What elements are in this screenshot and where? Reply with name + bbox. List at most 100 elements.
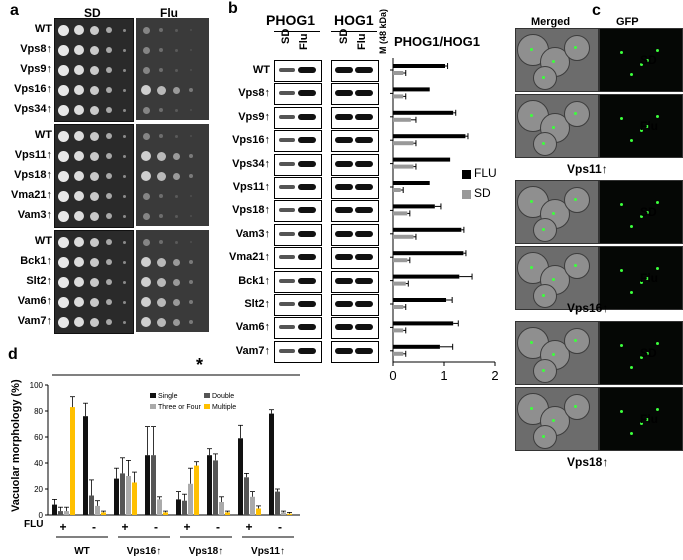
strain-label: Vam6↑ <box>17 295 52 307</box>
colony-spot <box>57 84 69 96</box>
panel-c-header-merged: Merged <box>531 16 571 28</box>
band <box>355 207 373 214</box>
band <box>335 90 353 97</box>
colony-spot <box>106 87 112 93</box>
strain-label: Vps34↑ <box>14 103 52 115</box>
merged-image <box>515 28 599 92</box>
blot-row-label: WT <box>252 64 270 76</box>
cell <box>533 66 557 90</box>
blot-header-phog1: PHOG1 <box>266 12 316 28</box>
strain-label: Vps11↑ <box>14 149 52 161</box>
blot-row-label: Vps9↑ <box>238 110 270 123</box>
legend-swatch <box>204 404 210 409</box>
colony-spot <box>89 297 99 307</box>
gfp-dot <box>620 410 623 413</box>
band <box>298 277 316 284</box>
blot-row-label: Vam7↑ <box>235 344 270 357</box>
colony-spot <box>106 133 112 139</box>
condition-label: SD <box>640 205 657 219</box>
blot-row-label: Vps34↑ <box>232 157 270 170</box>
band <box>298 301 316 307</box>
legend-label-sd: SD <box>474 186 491 200</box>
y-tick-label: 40 <box>34 459 43 468</box>
gfp-dot <box>630 225 633 228</box>
sd-bar <box>393 117 411 122</box>
flu-mark: + <box>59 520 66 534</box>
morph-bar <box>145 455 150 515</box>
colony-spot <box>141 257 151 267</box>
blot-row-label: Vps11↑ <box>232 181 270 193</box>
colony-spot <box>122 260 126 264</box>
colony-spot <box>106 47 112 53</box>
strain-caption: Vps18↑ <box>567 455 609 469</box>
colony-spot <box>122 108 126 112</box>
strain-caption: Vps11↑ <box>567 162 608 176</box>
blot-row-label: Bck1↑ <box>238 274 270 287</box>
strain-label: Vps9↑ <box>20 63 52 75</box>
morph-bar <box>176 499 181 515</box>
vacuole-dot <box>574 339 577 342</box>
gfp-image <box>599 321 683 385</box>
colony-spot <box>122 154 126 158</box>
band <box>335 277 353 284</box>
hog1-underline <box>331 31 377 32</box>
colony-spot <box>122 28 126 32</box>
colony-spot <box>142 192 150 200</box>
colony-spot <box>172 152 180 160</box>
blot-row-label: Vps18↑ <box>232 204 270 217</box>
strain-label: WT <box>34 235 52 247</box>
gfp-dot <box>640 63 643 66</box>
colony-spot <box>89 151 99 161</box>
colony-spot <box>89 257 99 267</box>
gfp-dot <box>656 115 659 118</box>
morph-bar <box>157 499 162 515</box>
colony-spot <box>106 259 112 265</box>
gfp-image <box>599 94 683 158</box>
condition-label: Flu <box>640 412 658 426</box>
flu-bar <box>393 321 454 326</box>
morph-bar <box>256 508 261 515</box>
band <box>279 348 295 353</box>
band <box>355 347 373 354</box>
vacuole-dot <box>552 212 555 215</box>
colony-spot <box>122 88 126 92</box>
blot-row-label: Vps16↑ <box>232 134 270 147</box>
gfp-dot <box>620 269 623 272</box>
legend-label: Double <box>212 393 234 400</box>
gfp-image <box>599 246 683 310</box>
vacuole-dot <box>542 369 545 372</box>
sd-bar <box>393 258 408 263</box>
flu-bar <box>393 181 430 185</box>
band <box>279 185 295 189</box>
panel-c-label: c <box>592 2 601 19</box>
colony-spot <box>89 25 99 35</box>
flu-bar <box>393 227 462 232</box>
morph-bar <box>281 512 286 515</box>
morph-bar <box>120 473 125 515</box>
cell <box>533 425 557 449</box>
colony-spot <box>159 28 163 32</box>
colony-spot <box>156 317 166 327</box>
panel-c-header-gfp: GFP <box>616 16 639 28</box>
sd-bar <box>393 211 408 216</box>
colony-spot <box>106 67 112 73</box>
legend-swatch <box>150 393 156 398</box>
colony-spot <box>57 64 69 76</box>
vacuole-dot <box>574 198 577 201</box>
flu-bar <box>393 204 435 209</box>
strain-label: Vps8↑ <box>20 43 52 55</box>
colony-spot <box>89 171 99 181</box>
gfp-image <box>599 180 683 244</box>
colony-spot <box>174 134 178 138</box>
merged-image <box>515 246 599 310</box>
colony-spot <box>172 172 180 180</box>
phog1-underline <box>274 31 320 32</box>
y-tick-label: 20 <box>34 485 43 494</box>
colony-spot <box>190 195 192 197</box>
blot-row-label: Vam3↑ <box>235 227 270 240</box>
morph-bar <box>95 505 100 515</box>
sd-bar <box>393 71 404 75</box>
vacuole-dot <box>530 266 533 269</box>
colony-spot <box>89 85 99 95</box>
colony-spot <box>172 298 180 306</box>
